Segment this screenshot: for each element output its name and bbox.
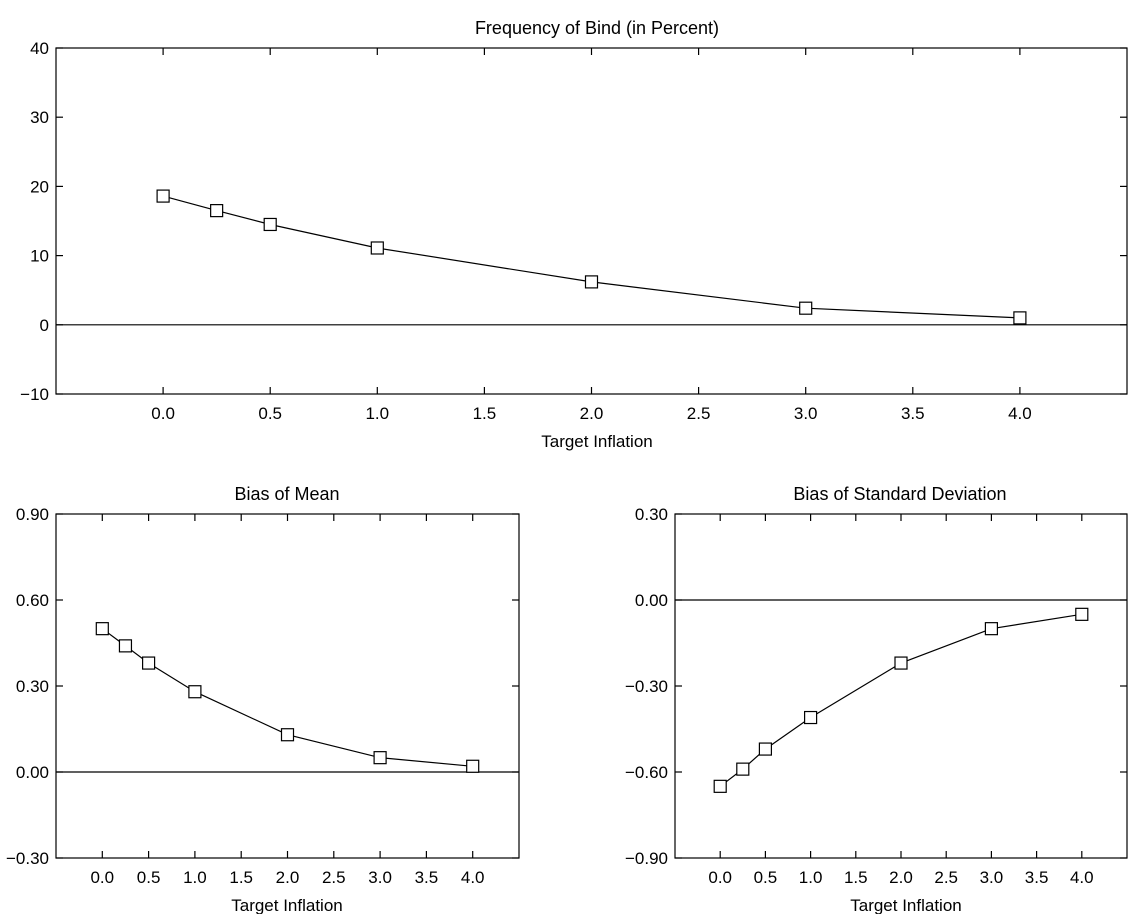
- x-axis-title: Target Inflation: [231, 896, 343, 914]
- plot-frame: [55, 47, 1128, 395]
- y-tick-label: 0: [40, 316, 49, 335]
- y-tick-label: −0.90: [625, 849, 668, 868]
- y-tick-label: 0.90: [16, 505, 49, 524]
- x-tick-label: 3.0: [980, 868, 1004, 887]
- x-tick-label: 3.5: [901, 404, 925, 423]
- frequency-of-bind-plot: Frequency of Bind (in Percent) Target In…: [20, 18, 1128, 451]
- data-point-marker: [1013, 311, 1027, 325]
- plot-title: Bias of Mean: [234, 484, 339, 504]
- x-tick-label: 0.5: [258, 404, 282, 423]
- y-tick-label: −0.30: [625, 677, 668, 696]
- y-tick-label: 0.30: [16, 677, 49, 696]
- y-tick-label: 0.30: [635, 505, 668, 524]
- data-point-marker: [1075, 607, 1089, 621]
- data-point-marker: [758, 742, 773, 756]
- data-point-marker: [803, 710, 818, 725]
- y-tick-label: 0.60: [16, 591, 49, 610]
- plot-title: Frequency of Bind (in Percent): [475, 18, 719, 38]
- series-line: [101, 628, 473, 767]
- x-tick-label: 1.0: [183, 868, 207, 887]
- data-point-marker: [210, 204, 224, 218]
- data-point-marker: [188, 685, 202, 699]
- y-tick-label: −0.60: [625, 763, 668, 782]
- y-tick-label: −0.30: [6, 849, 49, 868]
- x-tick-label: 3.5: [1025, 868, 1049, 887]
- y-tick-label: 0.00: [635, 591, 668, 610]
- data-point-marker: [373, 751, 387, 765]
- data-point-marker: [280, 728, 295, 742]
- plot-title: Bias of Standard Deviation: [793, 484, 1006, 504]
- x-tick-label: 0.5: [137, 868, 161, 887]
- data-point-marker: [799, 301, 813, 315]
- x-tick-label: 2.0: [276, 868, 300, 887]
- data-point-marker: [713, 779, 727, 793]
- data-point-marker: [142, 656, 156, 670]
- x-tick-label: 1.0: [365, 404, 389, 423]
- data-point-marker: [894, 656, 908, 670]
- y-tick-label: 30: [30, 108, 49, 127]
- y-tick-label: 20: [30, 177, 49, 196]
- x-tick-label: 2.5: [322, 868, 346, 887]
- bias-of-mean-plot: Bias of Mean Target Inflation −0.30 0.00 0…: [6, 484, 520, 914]
- data-point-marker: [370, 241, 384, 255]
- bias-of-std-dev-plot: Bias of Standard Deviation Target Inflat…: [625, 484, 1128, 914]
- x-tick-label: 1.0: [799, 868, 823, 887]
- x-tick-label: 0.5: [754, 868, 778, 887]
- x-tick-label: 2.5: [934, 868, 958, 887]
- y-tick-label: −10: [20, 385, 49, 404]
- data-point-marker: [984, 622, 999, 636]
- series-line: [162, 195, 1020, 319]
- x-tick-label: 3.5: [415, 868, 439, 887]
- x-tick-label: 4.0: [1008, 404, 1032, 423]
- x-tick-label: 0.0: [708, 868, 732, 887]
- data-point-marker: [584, 275, 599, 289]
- series-line: [719, 613, 1082, 787]
- x-tick-label: 1.5: [844, 868, 868, 887]
- x-tick-label: 1.5: [229, 868, 253, 887]
- x-tick-label: 2.5: [687, 404, 711, 423]
- x-axis-title: Target Inflation: [541, 432, 653, 451]
- data-point-marker: [466, 759, 480, 773]
- x-tick-label: 3.0: [794, 404, 818, 423]
- y-tick-label: 0.00: [16, 763, 49, 782]
- data-point-marker: [156, 189, 170, 203]
- x-tick-label: 1.5: [473, 404, 497, 423]
- plot-frame: [674, 513, 1128, 859]
- x-axis-title: Target Inflation: [850, 896, 962, 914]
- data-point-marker: [736, 762, 750, 776]
- plot-frame: [55, 513, 520, 859]
- data-point-marker: [118, 639, 133, 653]
- x-tick-label: 2.0: [889, 868, 913, 887]
- y-tick-label: 10: [30, 247, 49, 266]
- data-point-marker: [95, 622, 109, 636]
- x-tick-label: 4.0: [461, 868, 485, 887]
- data-point-marker: [263, 217, 277, 232]
- x-tick-label: 0.0: [151, 404, 175, 423]
- x-tick-label: 3.0: [368, 868, 392, 887]
- x-tick-label: 0.0: [90, 868, 114, 887]
- x-tick-label: 4.0: [1070, 868, 1094, 887]
- y-tick-label: 40: [30, 39, 49, 58]
- x-tick-label: 2.0: [580, 404, 604, 423]
